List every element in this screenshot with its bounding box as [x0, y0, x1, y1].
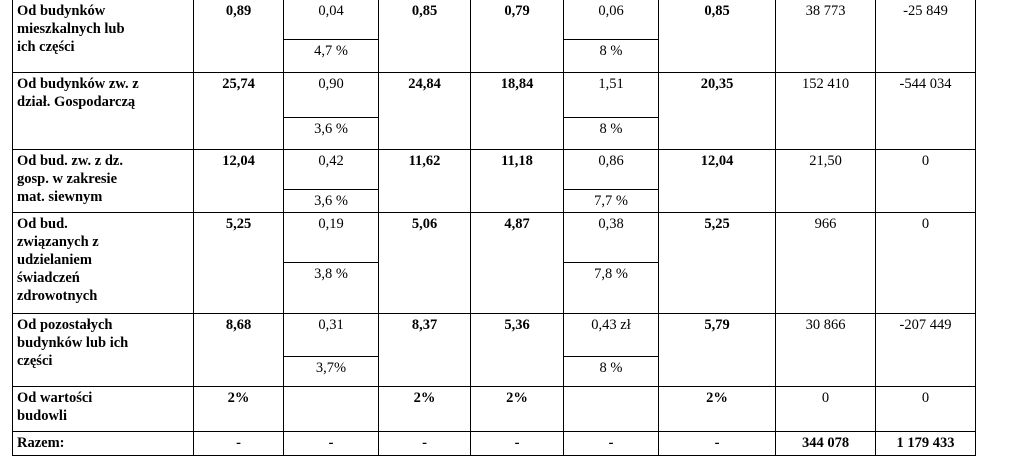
table-subrow: 3,8 % 7,8 %	[13, 262, 976, 314]
table-row: Od pozostałych budynków lub ich części 8,…	[12, 313, 976, 387]
cell: 0,19	[283, 212, 379, 263]
label-text: Od budynków mieszkalnych lub ich części	[17, 3, 125, 55]
cell: 8 %	[563, 39, 659, 73]
table-subrow: 3,7% 8 %	[13, 356, 976, 387]
cell: 5,25	[193, 212, 284, 314]
label-text: Od wartości budowli	[17, 390, 93, 424]
label-text: Od bud. zw. z dz. gosp. w zakresie mat. …	[17, 153, 123, 205]
cell: 0	[875, 386, 976, 432]
cell: 0,38	[563, 212, 659, 263]
table-row: Od budynków zw. z dział. Gospodarczą 25,7…	[12, 72, 976, 150]
label-text: Od pozostałych budynków lub ich części	[17, 317, 129, 369]
cell: 0	[775, 386, 876, 432]
cell: 5,06	[378, 212, 471, 314]
total-cell: -	[470, 431, 564, 456]
total-cell: 1 179 433	[875, 431, 976, 456]
cell: -207 449	[875, 313, 976, 387]
cell: 3,8 %	[283, 262, 379, 314]
table-subrow: 4,7 % 8 %	[13, 39, 976, 73]
cell: 24,84	[378, 72, 471, 150]
cell: 21,50	[775, 149, 876, 213]
cell: 0,90	[283, 72, 379, 118]
table-row: Od bud. związanych z udzielaniem świadcz…	[12, 212, 976, 314]
table-subrow: 3,6 % 8 %	[13, 117, 976, 150]
cell: 25,74	[193, 72, 284, 150]
row-label: Od pozostałych budynków lub ich części	[12, 313, 194, 387]
cell: 8,68	[193, 313, 284, 387]
cell	[283, 386, 379, 432]
total-cell: -	[658, 431, 776, 456]
cell: 2%	[470, 386, 564, 432]
tax-table: Od budynków mieszkalnych lub ich części 0…	[12, 0, 976, 456]
table-row: Od wartości budowli 2% 2% 2% 2% 0 0	[12, 386, 976, 432]
cell: 8,37	[378, 313, 471, 387]
cell	[563, 386, 659, 432]
label-text: Od budynków zw. z dział. Gospodarczą	[17, 76, 139, 110]
cell: 5,25	[658, 212, 776, 314]
total-cell: 344 078	[775, 431, 876, 456]
cell: 0,79	[470, 0, 564, 73]
cell: 3,6 %	[283, 189, 379, 213]
cell: -25 849	[875, 0, 976, 73]
row-label: Od bud. zw. z dz. gosp. w zakresie mat. …	[12, 149, 194, 213]
cell: 4,87	[470, 212, 564, 314]
cell: 3,7%	[283, 356, 379, 387]
cell: 7,8 %	[563, 262, 659, 314]
row-label: Od bud. związanych z udzielaniem świadcz…	[12, 212, 194, 314]
cell: 0	[875, 212, 976, 314]
cell: 20,35	[658, 72, 776, 150]
cell: 12,04	[658, 149, 776, 213]
cell: 0,86	[563, 149, 659, 190]
cell: 0,31	[283, 313, 379, 357]
table-row: Od budynków mieszkalnych lub ich części 0…	[12, 0, 976, 73]
total-cell: -	[563, 431, 659, 456]
cell: 152 410	[775, 72, 876, 150]
row-label: Od wartości budowli	[12, 386, 194, 432]
cell: 3,6 %	[283, 117, 379, 150]
cell: 2%	[378, 386, 471, 432]
total-cell: -	[378, 431, 471, 456]
row-label: Od budynków zw. z dział. Gospodarczą	[12, 72, 194, 150]
cell: 0,85	[658, 0, 776, 73]
table-body: Od budynków mieszkalnych lub ich części 0…	[12, 0, 976, 456]
cell: 0,42	[283, 149, 379, 190]
cell: -544 034	[875, 72, 976, 150]
cell: 0,43 zł	[563, 313, 659, 357]
cell: 12,04	[193, 149, 284, 213]
cell: 30 866	[775, 313, 876, 387]
total-label: Razem:	[12, 431, 194, 456]
cell: 11,18	[470, 149, 564, 213]
label-text: Razem:	[17, 435, 65, 451]
total-row: Razem: - - - - - -344 078 1 179 433	[12, 431, 976, 456]
cell: 0,89	[193, 0, 284, 73]
table-subrow: 3,6 % 7,7 %	[13, 189, 976, 213]
cell: 2%	[658, 386, 776, 432]
cell: 11,62	[378, 149, 471, 213]
cell: 18,84	[470, 72, 564, 150]
total-cell: -	[193, 431, 284, 456]
cell: 0,06	[563, 0, 659, 40]
table-row: Od bud. zw. z dz. gosp. w zakresie mat. …	[12, 149, 976, 213]
cell: 7,7 %	[563, 189, 659, 213]
cell: 0,85	[378, 0, 471, 73]
cell: 8 %	[563, 117, 659, 150]
label-text: Od bud. związanych z udzielaniem świadcz…	[17, 216, 99, 304]
cell: 8 %	[563, 356, 659, 387]
cell: 1,51	[563, 72, 659, 118]
cell: 966	[775, 212, 876, 314]
cell: 5,36	[470, 313, 564, 387]
cell: 4,7 %	[283, 39, 379, 73]
cell: 0,04	[283, 0, 379, 40]
cell: 0	[875, 149, 976, 213]
cell: 38 773	[775, 0, 876, 73]
row-label: Od budynków mieszkalnych lub ich części	[12, 0, 194, 73]
cell: 2%	[193, 386, 284, 432]
cell: 5,79	[658, 313, 776, 387]
total-cell: -	[283, 431, 379, 456]
